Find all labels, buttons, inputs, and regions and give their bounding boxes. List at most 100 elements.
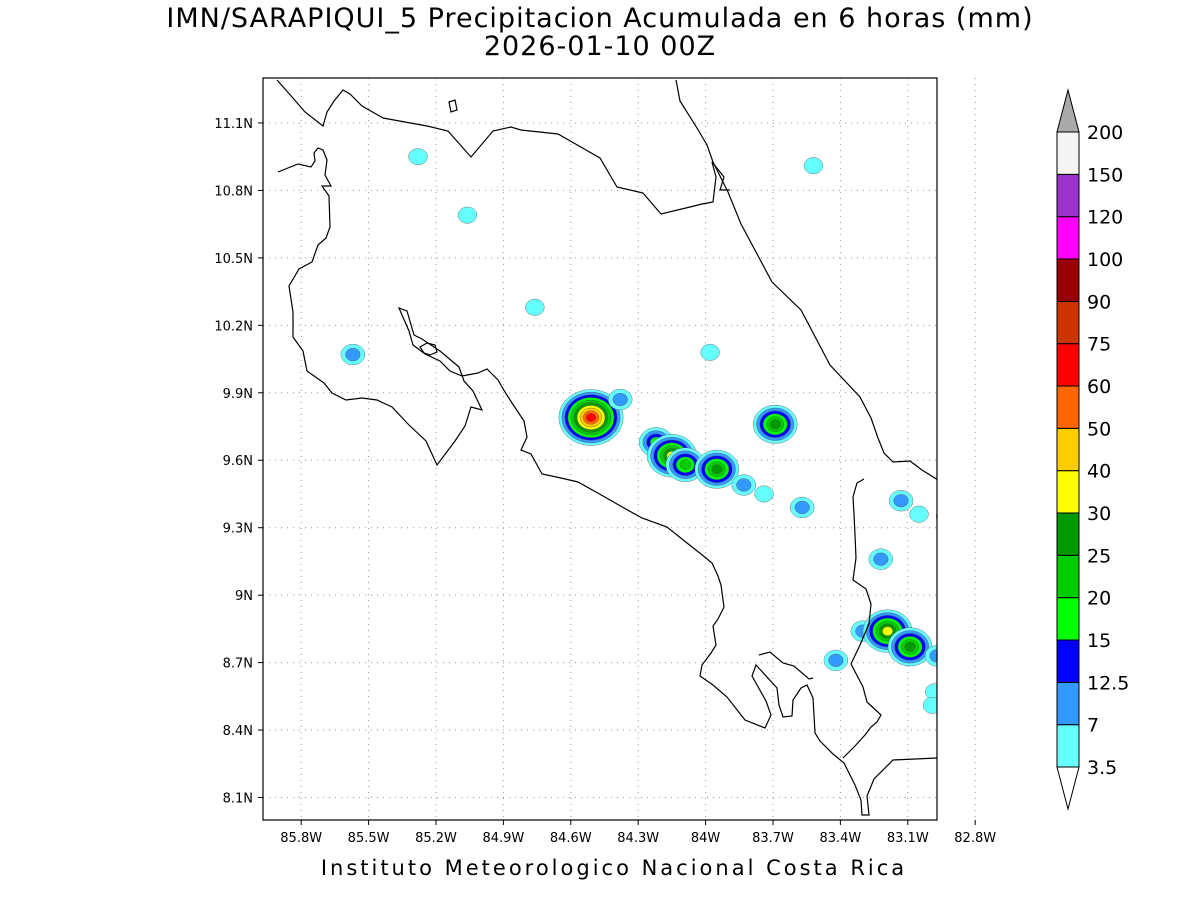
rain-cell xyxy=(823,649,849,671)
rain-cell xyxy=(608,388,633,411)
legend-label: 12.5 xyxy=(1087,672,1129,694)
rain-cell xyxy=(803,157,824,175)
rain-contour xyxy=(873,552,889,566)
rain-cell xyxy=(340,343,366,366)
legend-label: 100 xyxy=(1087,249,1123,271)
lon-tick-label: 83.7W xyxy=(752,831,794,846)
legend-overflow-arrow xyxy=(1056,88,1080,133)
rain-cell xyxy=(981,677,1005,698)
institution-credit: Instituto Meteorologico Nacional Costa R… xyxy=(320,856,908,880)
legend-swatch xyxy=(1056,343,1080,387)
legend-swatch xyxy=(1056,639,1080,683)
lon-tick-label: 84W xyxy=(691,831,721,846)
lat-tick-label: 8.1N xyxy=(223,792,253,807)
rain-contour xyxy=(828,653,844,667)
lon-tick-label: 85.5W xyxy=(348,831,390,846)
rain-cell xyxy=(922,696,937,714)
coastline-caribbean-nicaragua xyxy=(276,79,730,215)
rain-contour xyxy=(794,500,810,515)
island-lake-marker xyxy=(448,99,458,113)
legend-swatch xyxy=(1056,258,1080,302)
coastline-golfo-dulce xyxy=(758,651,814,680)
rain-contour xyxy=(803,157,824,175)
island-chira xyxy=(419,342,438,356)
rain-cell xyxy=(408,148,428,166)
axis-ticks: 85.8W 85.5W 85.2W 84.9W 84.6W 84.3W 84W 83.7W 83… xyxy=(214,117,996,846)
color-legend: 3.5 7 12.5 15 20 25 30 40 50 60 75 90 100 120 150 200 xyxy=(1056,88,1129,811)
rain-cell xyxy=(888,490,914,512)
legend-underflow-arrow xyxy=(1056,766,1080,811)
legend-swatch xyxy=(1056,512,1080,556)
legend-swatch xyxy=(1056,470,1080,514)
rain-contour xyxy=(977,657,996,673)
rain-contour xyxy=(922,696,937,714)
coastline xyxy=(276,79,937,816)
legend-swatch xyxy=(1056,554,1080,599)
rain-cell xyxy=(457,206,478,224)
lon-tick-label: 82.8W xyxy=(954,831,996,846)
rain-contour xyxy=(345,347,361,362)
lon-tick-label: 84.6W xyxy=(550,831,592,846)
gridlines xyxy=(263,78,976,820)
lon-tick-label: 84.3W xyxy=(617,831,659,846)
rain-contour xyxy=(986,681,1001,694)
rain-contour xyxy=(936,512,937,521)
rain-cell xyxy=(752,404,798,444)
rain-contour xyxy=(679,459,692,470)
lon-tick-label: 84.9W xyxy=(482,831,524,846)
legend-label: 90 xyxy=(1087,291,1111,313)
plot-frame xyxy=(262,77,938,821)
legend-label: 150 xyxy=(1087,164,1123,186)
rain-contour xyxy=(585,413,597,422)
rain-contour xyxy=(981,677,1005,698)
lat-tick-label: 9.6N xyxy=(223,454,253,469)
precipitation-fill xyxy=(340,148,1005,714)
rain-contour xyxy=(893,494,909,508)
legend-label: 3.5 xyxy=(1087,757,1117,779)
rain-cell xyxy=(936,512,937,521)
map-title: IMN/SARAPIQUI_5 Precipitacion Acumulada … xyxy=(166,3,1034,34)
legend-swatch xyxy=(1056,216,1080,260)
rain-cell xyxy=(977,657,996,673)
legend-label: 50 xyxy=(1087,418,1111,440)
legend-label: 25 xyxy=(1087,545,1111,567)
legend-swatch xyxy=(1056,724,1080,768)
rain-cell xyxy=(558,389,624,446)
rain-cell xyxy=(790,496,815,519)
lat-tick-label: 10.8N xyxy=(214,184,253,199)
legend-label: 200 xyxy=(1087,122,1123,144)
rain-contour xyxy=(711,464,723,475)
rain-contour xyxy=(754,485,774,503)
legend-label: 20 xyxy=(1087,588,1111,610)
legend-swatch xyxy=(1056,681,1080,726)
legend-label: 60 xyxy=(1087,376,1111,398)
rain-cell xyxy=(868,548,893,570)
legend-label: 40 xyxy=(1087,461,1111,483)
rain-contour xyxy=(612,392,628,407)
lat-tick-label: 11.1N xyxy=(214,117,253,132)
rain-contour xyxy=(736,478,752,492)
rain-cell xyxy=(754,485,774,503)
rain-contour xyxy=(929,649,937,663)
rain-cell xyxy=(887,627,933,667)
rain-contour xyxy=(909,505,929,523)
lon-tick-label: 85.8W xyxy=(280,831,322,846)
lat-tick-label: 8.4N xyxy=(223,724,253,739)
legend-swatch xyxy=(1056,300,1080,345)
rain-contour xyxy=(408,148,428,166)
lat-tick-label: 10.2N xyxy=(214,319,253,334)
legend-label: 30 xyxy=(1087,503,1111,525)
lon-tick-label: 85.2W xyxy=(415,831,457,846)
rain-contour xyxy=(700,343,720,361)
rain-contour xyxy=(525,298,545,316)
lon-tick-label: 83.4W xyxy=(819,831,861,846)
lat-tick-label: 9.3N xyxy=(223,522,253,537)
coastline-caribbean-costa-rica xyxy=(675,79,937,481)
lat-tick-label: 9.9N xyxy=(223,387,253,402)
lat-tick-label: 10.5N xyxy=(214,252,253,267)
legend-label: 7 xyxy=(1087,715,1099,737)
rain-contour xyxy=(904,642,916,652)
legend-swatch xyxy=(1056,427,1080,472)
rain-cell xyxy=(525,298,545,316)
